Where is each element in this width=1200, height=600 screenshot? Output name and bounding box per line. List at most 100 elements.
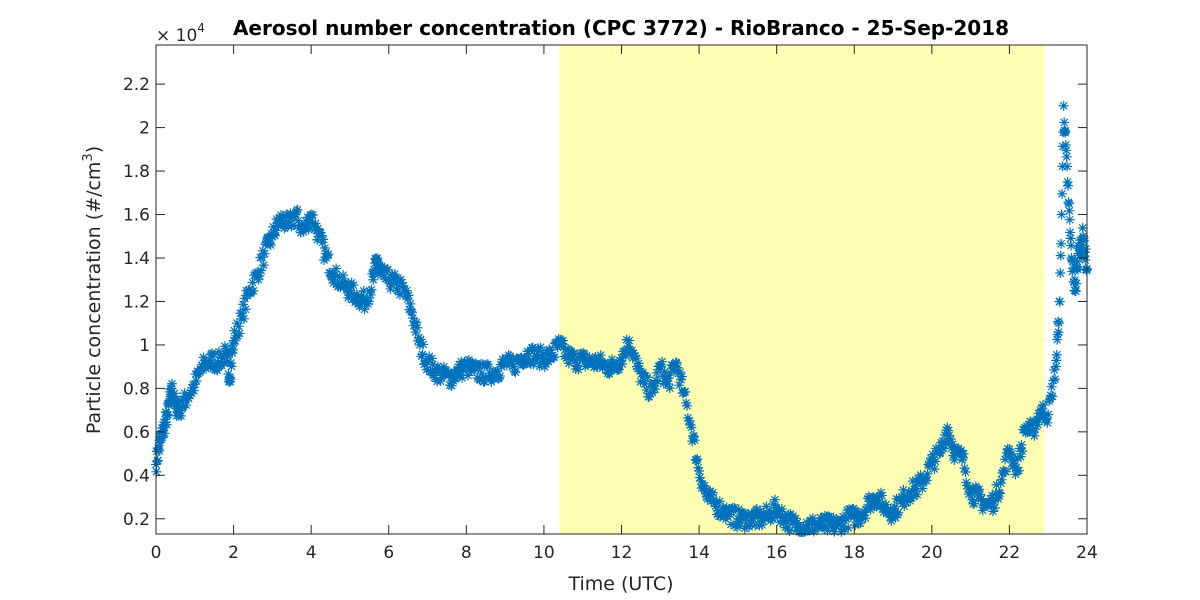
data-point-fill bbox=[764, 505, 775, 516]
data-point-fill bbox=[534, 361, 545, 372]
data-point-fill bbox=[401, 285, 412, 296]
data-point-fill bbox=[988, 506, 999, 517]
data-point-fill bbox=[742, 511, 753, 522]
data-point-fill bbox=[822, 525, 833, 536]
data-point-fill bbox=[675, 367, 686, 378]
data-point-fill bbox=[482, 359, 493, 370]
data-point-fill bbox=[969, 498, 980, 509]
data-point-fill bbox=[1033, 408, 1044, 419]
y-tick-label: 0.8 bbox=[123, 379, 150, 399]
data-point bbox=[523, 348, 534, 359]
shaded-region-layer bbox=[559, 45, 1045, 534]
data-point-fill bbox=[594, 357, 605, 368]
data-point-fill bbox=[533, 345, 544, 356]
data-point-fill bbox=[944, 437, 955, 448]
data-point-fill bbox=[909, 484, 920, 495]
data-point-fill bbox=[293, 215, 304, 226]
data-point-fill bbox=[325, 267, 336, 278]
data-point-fill bbox=[417, 349, 428, 360]
data-point bbox=[453, 366, 464, 376]
data-point-fill bbox=[665, 367, 676, 378]
data-point-fill bbox=[467, 357, 478, 368]
data-point-fill bbox=[681, 397, 692, 408]
data-point bbox=[1043, 409, 1054, 420]
data-point-fill bbox=[800, 526, 811, 537]
data-point bbox=[1054, 296, 1065, 307]
data-point-fill bbox=[1055, 268, 1066, 279]
data-point-fill bbox=[402, 294, 413, 305]
data-point-fill bbox=[850, 520, 861, 531]
data-point-fill bbox=[159, 428, 170, 439]
data-point-fill bbox=[859, 507, 870, 518]
data-point-fill bbox=[692, 454, 703, 465]
data-point-fill bbox=[447, 368, 458, 379]
data-point-fill bbox=[587, 359, 598, 370]
y-axis-exponent: × 104 bbox=[156, 21, 205, 46]
data-point-fill bbox=[959, 463, 970, 474]
data-point-fill bbox=[1076, 245, 1087, 256]
data-point-fill bbox=[915, 469, 926, 480]
data-point-fill bbox=[573, 364, 584, 375]
data-point-fill bbox=[1047, 391, 1058, 402]
data-point-fill bbox=[1013, 465, 1024, 476]
data-point bbox=[321, 252, 332, 263]
data-point-fill bbox=[395, 274, 406, 285]
data-point-fill bbox=[544, 345, 555, 356]
data-point-fill bbox=[757, 519, 768, 530]
data-point-fill bbox=[561, 353, 572, 364]
data-point-fill bbox=[303, 224, 314, 235]
data-point-fill bbox=[490, 366, 501, 377]
data-point-fill bbox=[656, 361, 667, 372]
data-point-fill bbox=[358, 285, 369, 296]
data-point-fill bbox=[735, 518, 746, 529]
data-point-fill bbox=[307, 209, 318, 220]
data-point-fill bbox=[427, 359, 438, 370]
data-point-fill bbox=[188, 379, 199, 390]
data-point-fill bbox=[495, 359, 506, 370]
data-point-fill bbox=[731, 519, 742, 530]
data-point-fill bbox=[744, 521, 755, 532]
data-point-fill bbox=[187, 382, 198, 393]
data-point-fill bbox=[932, 445, 943, 456]
data-point-fill bbox=[536, 357, 547, 368]
data-point bbox=[1004, 444, 1015, 455]
data-point-fill bbox=[1059, 117, 1070, 128]
data-point-fill bbox=[390, 272, 401, 283]
data-point-fill bbox=[1053, 327, 1064, 338]
data-point-fill bbox=[985, 493, 996, 504]
data-point-fill bbox=[169, 388, 180, 399]
data-point bbox=[624, 335, 635, 346]
data-point-fill bbox=[644, 391, 655, 402]
data-point-fill bbox=[428, 370, 439, 381]
data-point-fill bbox=[343, 292, 354, 303]
data-point-fill bbox=[862, 502, 873, 513]
data-point-fill bbox=[300, 216, 311, 227]
data-point-fill bbox=[152, 455, 163, 466]
data-point bbox=[639, 379, 650, 390]
data-point-fill bbox=[385, 283, 396, 294]
data-point-fill bbox=[943, 425, 954, 436]
data-point-fill bbox=[776, 503, 787, 514]
data-point-fill bbox=[969, 486, 980, 497]
data-point bbox=[794, 522, 805, 533]
x-tick-label: 10 bbox=[533, 543, 555, 563]
data-point-fill bbox=[307, 217, 318, 228]
data-point bbox=[694, 465, 705, 476]
data-point-fill bbox=[951, 448, 962, 459]
data-point-fill bbox=[995, 478, 1006, 489]
data-point-fill bbox=[693, 462, 704, 473]
y-axis-label-main: Particle concentration (#/cm bbox=[83, 162, 105, 435]
data-point-fill bbox=[1070, 286, 1081, 297]
data-point-fill bbox=[620, 351, 631, 362]
data-point-fill bbox=[975, 489, 986, 500]
data-point-fill bbox=[893, 507, 904, 518]
data-point-fill bbox=[1015, 451, 1026, 462]
data-point bbox=[337, 279, 348, 290]
data-point-fill bbox=[1062, 161, 1073, 172]
data-point-fill bbox=[234, 328, 245, 339]
data-point-fill bbox=[1032, 419, 1043, 430]
data-point-fill bbox=[974, 484, 985, 495]
data-point-fill bbox=[154, 445, 165, 456]
data-point-fill bbox=[539, 361, 550, 372]
data-point-fill bbox=[1045, 390, 1056, 401]
